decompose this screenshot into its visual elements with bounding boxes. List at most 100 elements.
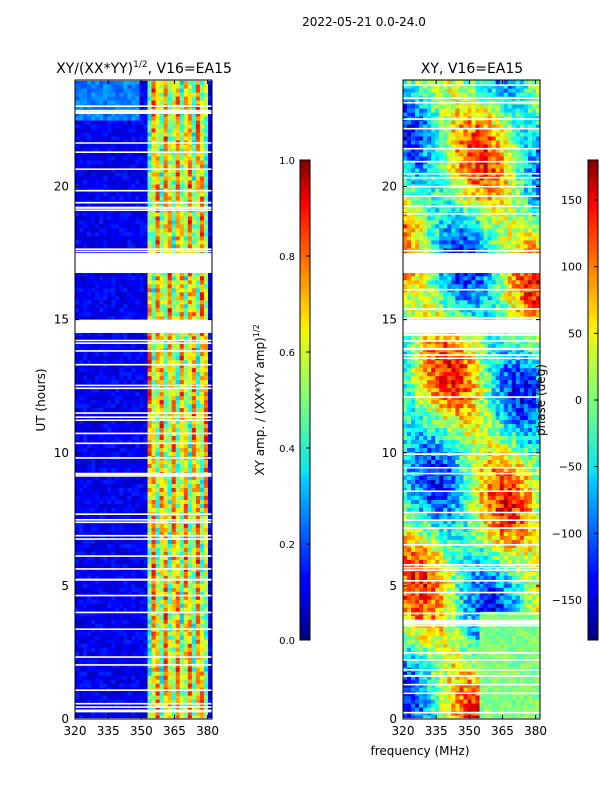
heatmap-cell bbox=[203, 147, 209, 153]
heatmap-cell bbox=[143, 603, 149, 608]
heatmap-cell bbox=[95, 179, 100, 185]
heatmap-cell bbox=[207, 391, 212, 397]
heatmap-cell bbox=[115, 283, 120, 289]
heatmap-cell bbox=[191, 715, 197, 719]
heatmap-cell bbox=[171, 247, 177, 253]
heatmap-cell bbox=[119, 211, 124, 217]
heatmap-cell bbox=[127, 487, 133, 492]
heatmap-cell bbox=[195, 623, 201, 628]
heatmap-cell bbox=[107, 543, 112, 548]
heatmap-cell bbox=[127, 531, 133, 536]
heatmap-cell bbox=[155, 619, 161, 624]
heatmap-cell bbox=[187, 291, 193, 297]
heatmap-cell bbox=[139, 575, 145, 580]
heatmap-cell bbox=[203, 695, 209, 700]
heatmap-cell bbox=[207, 467, 212, 472]
heatmap-cell bbox=[87, 379, 92, 385]
heatmap-cell bbox=[151, 387, 157, 393]
heatmap-cell bbox=[123, 491, 128, 496]
heatmap-cell bbox=[127, 459, 133, 464]
heatmap-cell bbox=[111, 607, 116, 612]
heatmap-cell bbox=[207, 379, 212, 385]
heatmap-cell bbox=[203, 635, 209, 640]
heatmap-cell bbox=[119, 131, 124, 137]
heatmap-cell bbox=[79, 623, 84, 628]
heatmap-cell bbox=[127, 191, 133, 197]
heatmap-cell bbox=[163, 503, 169, 508]
heatmap-cell bbox=[183, 271, 189, 277]
heatmap-cell bbox=[191, 483, 197, 488]
heatmap-cell bbox=[99, 619, 104, 624]
heatmap-cell bbox=[175, 219, 181, 225]
heatmap-cell bbox=[163, 315, 169, 321]
heatmap-cell bbox=[111, 603, 116, 608]
heatmap-cell bbox=[179, 599, 185, 604]
heatmap-cell bbox=[207, 647, 212, 652]
heatmap-cell bbox=[103, 203, 108, 209]
heatmap-cell bbox=[107, 523, 112, 528]
heatmap-cell bbox=[99, 575, 104, 580]
heatmap-cell bbox=[159, 291, 165, 297]
heatmap-cell bbox=[119, 587, 124, 592]
heatmap-cell bbox=[91, 707, 96, 712]
heatmap-cell bbox=[127, 595, 133, 600]
heatmap-cell bbox=[83, 703, 88, 708]
heatmap-cell bbox=[187, 591, 193, 596]
heatmap-cell bbox=[95, 507, 100, 512]
heatmap-cell bbox=[155, 703, 161, 708]
heatmap-cell bbox=[115, 351, 120, 357]
heatmap-cell bbox=[167, 667, 173, 672]
heatmap-cell bbox=[191, 135, 197, 141]
heatmap-cell bbox=[199, 619, 205, 624]
heatmap-cell bbox=[103, 367, 108, 373]
heatmap-cell bbox=[163, 527, 169, 532]
heatmap-cell bbox=[107, 603, 112, 608]
heatmap-cell bbox=[191, 443, 197, 449]
heatmap-cell bbox=[123, 623, 128, 628]
heatmap-cell bbox=[175, 355, 181, 361]
heatmap-cell bbox=[147, 299, 153, 305]
heatmap-cell bbox=[167, 671, 173, 676]
heatmap-cell bbox=[207, 371, 212, 377]
heatmap-cell bbox=[87, 427, 92, 433]
heatmap-cell bbox=[199, 291, 205, 297]
heatmap-cell bbox=[87, 615, 92, 620]
heatmap-cell bbox=[123, 447, 128, 453]
heatmap-cell bbox=[187, 491, 193, 496]
heatmap-cell bbox=[175, 315, 181, 321]
heatmap-cell bbox=[155, 275, 161, 281]
heatmap-cell bbox=[131, 195, 137, 201]
heatmap-cell bbox=[139, 395, 145, 401]
heatmap-cell bbox=[127, 715, 133, 719]
heatmap-cell bbox=[147, 539, 153, 544]
heatmap-cell bbox=[207, 707, 212, 712]
heatmap-cell bbox=[143, 703, 149, 708]
heatmap-cell bbox=[103, 155, 108, 161]
heatmap-cell bbox=[199, 203, 205, 209]
heatmap-cell bbox=[75, 427, 80, 433]
heatmap-cell bbox=[179, 427, 185, 433]
heatmap-cell bbox=[171, 223, 177, 229]
heatmap-cell bbox=[135, 351, 141, 357]
heatmap-cell bbox=[203, 691, 209, 696]
heatmap-cell bbox=[163, 227, 169, 233]
heatmap-cell bbox=[155, 307, 161, 313]
heatmap-cell bbox=[175, 195, 181, 201]
heatmap-cell bbox=[83, 459, 88, 464]
heatmap-cell bbox=[179, 439, 185, 445]
heatmap-cell bbox=[103, 147, 108, 153]
heatmap-cell bbox=[155, 447, 161, 453]
heatmap-cell bbox=[183, 347, 189, 353]
heatmap-cell bbox=[135, 687, 141, 692]
heatmap-cell bbox=[175, 539, 181, 544]
heatmap-cell bbox=[99, 163, 104, 169]
heatmap-cell bbox=[75, 515, 80, 520]
heatmap-cell bbox=[119, 503, 124, 508]
heatmap-cell bbox=[207, 179, 212, 185]
heatmap-cell bbox=[143, 575, 149, 580]
heatmap-cell bbox=[123, 563, 128, 568]
heatmap-cell bbox=[95, 659, 100, 664]
heatmap-cell bbox=[171, 555, 177, 560]
heatmap-cell bbox=[83, 447, 88, 453]
heatmap-cell bbox=[79, 639, 84, 644]
